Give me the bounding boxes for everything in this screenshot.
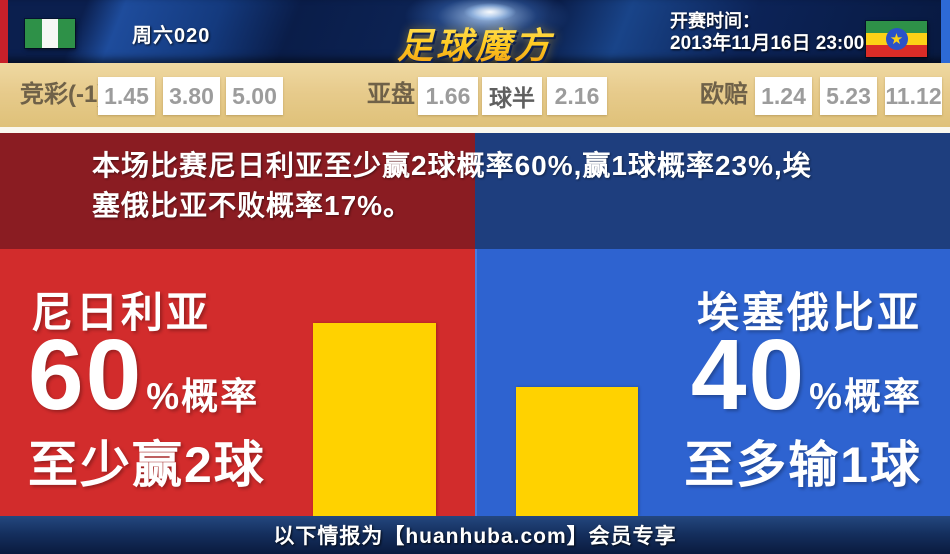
home-percent-suffix: %概率 [146, 376, 260, 417]
away-percent-value: 40 [690, 319, 807, 431]
ethiopia-flag-stripe [866, 45, 927, 57]
yapan-handicap: 球半 [482, 77, 542, 115]
oupei-label: 欧赔 [700, 81, 748, 108]
oupei-odd-lose: 11.12 [885, 77, 942, 115]
oupei-odd-draw: 5.23 [820, 77, 877, 115]
light-flare-icon [455, 0, 525, 24]
away-team-name: 埃塞俄比亚 [696, 289, 922, 336]
summary-text: 本场比赛尼日利亚至少赢2球概率60%,赢1球概率23%,埃 塞俄比亚不败概率17… [92, 146, 932, 226]
ethiopia-star-icon: ★ [885, 28, 908, 50]
odds-bar: 竞彩(-1) 1.45 3.80 5.00 亚盘 1.66 球半 2.16 欧赔… [0, 63, 950, 127]
header: 周六020 足球魔方 开赛时间： 2013年11月16日 23:00 ★ [0, 0, 950, 67]
summary-banner: 本场比赛尼日利亚至少赢2球概率60%,赢1球概率23%,埃 塞俄比亚不败概率17… [0, 133, 950, 249]
jingcai-odd-win: 1.45 [98, 77, 155, 115]
kickoff-time-block: 开赛时间： 2013年11月16日 23:00 [670, 10, 864, 55]
jingcai-odd-draw: 3.80 [163, 77, 220, 115]
away-outcome: 至多输1球 [684, 437, 922, 493]
summary-line-1: 本场比赛尼日利亚至少赢2球概率60%,赢1球概率23%,埃 [92, 150, 812, 181]
yapan-label: 亚盘 [367, 81, 415, 108]
yapan-odd-away: 2.16 [547, 77, 607, 115]
home-outcome: 至少赢2球 [28, 437, 266, 493]
probability-bar-home [313, 323, 436, 516]
ethiopia-flag-icon: ★ [866, 21, 927, 57]
banner-away-background [475, 133, 950, 249]
summary-line-2: 塞俄比亚不败概率17%。 [92, 190, 413, 221]
home-percent-value: 60 [28, 319, 144, 431]
probability-panels: 尼日利亚 60 %概率 至少赢2球 埃塞俄比亚 40 %概率 至多输1球 [0, 249, 950, 516]
yapan-odd-home: 1.66 [418, 77, 478, 115]
home-probability: 60 %概率 [28, 319, 260, 431]
nigeria-flag-stripe [25, 19, 42, 48]
nigeria-flag-stripe [58, 19, 76, 48]
divider-line [0, 127, 950, 133]
banner-home-background [0, 133, 475, 249]
away-probability: 40 %概率 [690, 319, 922, 431]
ethiopia-flag-stripe [866, 21, 927, 33]
right-blue-strip [941, 0, 950, 63]
jingcai-label: 竞彩(-1) [20, 81, 106, 108]
probability-bar-away [516, 387, 638, 516]
footer-bar: 以下情报为【huanhuba.com】会员专享 [0, 516, 950, 554]
site-logo: 足球魔方 [0, 17, 950, 69]
left-red-strip [0, 0, 8, 63]
home-team-name: 尼日利亚 [31, 289, 212, 336]
nigeria-flag-stripe [41, 19, 59, 48]
match-code: 周六020 [132, 19, 210, 48]
nigeria-flag-icon [25, 19, 76, 48]
jingcai-odd-lose: 5.00 [226, 77, 283, 115]
footer-text: 以下情报为【huanhuba.com】会员专享 [273, 525, 677, 548]
kickoff-datetime: 2013年11月16日 23:00 [670, 33, 865, 54]
kickoff-label: 开赛时间： [670, 11, 760, 31]
away-percent-suffix: %概率 [809, 376, 922, 417]
oupei-odd-win: 1.24 [755, 77, 812, 115]
